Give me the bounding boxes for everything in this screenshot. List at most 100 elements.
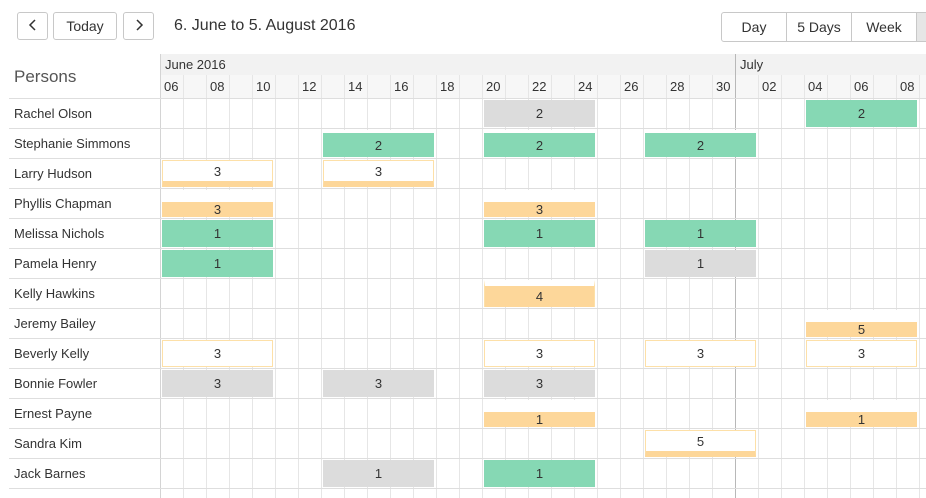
row-divider xyxy=(9,278,926,279)
day-gridline xyxy=(390,75,391,498)
booking-bar[interactable]: 3 xyxy=(162,340,273,367)
previous-period-button[interactable] xyxy=(17,12,48,40)
booking-count: 1 xyxy=(374,466,383,481)
day-gridline xyxy=(873,75,874,498)
booking-count: 3 xyxy=(213,163,222,179)
booking-bar[interactable]: 1 xyxy=(162,250,273,277)
day-gridline xyxy=(275,75,276,498)
row-divider xyxy=(9,458,926,459)
booking-count: 3 xyxy=(213,376,222,391)
view-month-button[interactable] xyxy=(916,12,926,42)
row-divider xyxy=(9,428,926,429)
person-name: Phyllis Chapman xyxy=(14,196,112,211)
day-gridline xyxy=(689,75,690,498)
person-name: Beverly Kelly xyxy=(14,346,90,361)
booking-bar[interactable]: 3 xyxy=(162,370,273,397)
booking-bar[interactable]: 2 xyxy=(645,130,756,157)
booking-bar[interactable]: 2 xyxy=(484,100,595,127)
day-gridline xyxy=(459,75,460,498)
booking-bar[interactable]: 3 xyxy=(645,340,756,367)
booking-count: 1 xyxy=(535,412,544,427)
booking-count: 1 xyxy=(857,412,866,427)
person-name: Melissa Nichols xyxy=(14,226,105,241)
row-divider xyxy=(9,368,926,369)
row-divider xyxy=(9,188,926,189)
day-label: 24 xyxy=(578,79,593,94)
day-label: 16 xyxy=(394,79,409,94)
booking-count: 5 xyxy=(857,322,866,337)
booking-count: 3 xyxy=(213,202,222,217)
booking-bar[interactable]: 2 xyxy=(484,130,595,157)
day-gridline xyxy=(666,75,667,498)
booking-bar[interactable]: 3 xyxy=(162,160,273,187)
booking-count: 2 xyxy=(696,137,705,153)
booking-bar[interactable]: 4 xyxy=(484,280,595,307)
booking-count: 3 xyxy=(535,346,544,361)
booking-count: 3 xyxy=(374,376,383,391)
booking-bar[interactable]: 3 xyxy=(484,190,595,217)
booking-count: 1 xyxy=(535,466,544,481)
row-divider xyxy=(9,338,926,339)
day-label: 06 xyxy=(164,79,179,94)
day-gridline xyxy=(344,75,345,498)
day-label: 04 xyxy=(808,79,823,94)
booking-count: 1 xyxy=(213,226,222,241)
day-label: 14 xyxy=(348,79,363,94)
booking-count: 2 xyxy=(535,106,544,121)
day-label: 30 xyxy=(716,79,731,94)
booking-bar[interactable]: 1 xyxy=(484,220,595,247)
booking-bar[interactable]: 5 xyxy=(645,430,756,457)
person-name: Rachel Olson xyxy=(14,106,93,121)
day-gridline xyxy=(896,75,897,498)
booking-bar[interactable]: 1 xyxy=(162,220,273,247)
persons-column-divider xyxy=(160,54,161,498)
booking-count: 1 xyxy=(213,256,222,271)
booking-bar[interactable]: 3 xyxy=(806,340,917,367)
row-divider xyxy=(9,248,926,249)
booking-bar[interactable]: 1 xyxy=(645,220,756,247)
day-label: 28 xyxy=(670,79,685,94)
booking-bar[interactable]: 5 xyxy=(806,310,917,337)
booking-bar[interactable]: 2 xyxy=(806,100,917,127)
booking-count: 5 xyxy=(696,433,705,449)
row-divider xyxy=(9,128,926,129)
day-gridline xyxy=(919,75,920,498)
booking-count: 3 xyxy=(374,163,383,179)
booking-bar[interactable]: 1 xyxy=(645,250,756,277)
view-week-button[interactable]: Week xyxy=(851,12,917,42)
day-gridline xyxy=(206,75,207,498)
header-bottom-line xyxy=(9,98,926,99)
booking-bar[interactable]: 3 xyxy=(484,370,595,397)
booking-bar[interactable]: 1 xyxy=(806,400,917,427)
booking-bar[interactable]: 3 xyxy=(323,370,434,397)
booking-count: 3 xyxy=(857,346,866,361)
day-label: 02 xyxy=(762,79,777,94)
day-label: 20 xyxy=(486,79,501,94)
date-range-title: 6. June to 5. August 2016 xyxy=(174,17,356,34)
booking-bar[interactable]: 1 xyxy=(484,400,595,427)
person-name: Larry Hudson xyxy=(14,166,93,181)
booking-count: 1 xyxy=(696,226,705,241)
booking-count: 1 xyxy=(696,256,705,271)
day-label: 08 xyxy=(210,79,225,94)
booking-bar[interactable]: 3 xyxy=(484,340,595,367)
booking-count: 2 xyxy=(857,106,866,121)
next-period-button[interactable] xyxy=(123,12,154,40)
day-gridline xyxy=(413,75,414,498)
row-divider xyxy=(9,308,926,309)
booking-bar[interactable]: 2 xyxy=(323,130,434,157)
booking-bar[interactable]: 3 xyxy=(323,160,434,187)
view-day-button[interactable]: Day xyxy=(721,12,787,42)
today-button[interactable]: Today xyxy=(53,12,117,40)
view-5-days-button[interactable]: 5 Days xyxy=(786,12,852,42)
booking-bar[interactable]: 1 xyxy=(323,460,434,487)
booking-bar[interactable]: 1 xyxy=(484,460,595,487)
day-gridline xyxy=(827,75,828,498)
day-label: 08 xyxy=(900,79,915,94)
persons-column-header: Persons xyxy=(14,67,77,86)
day-gridline xyxy=(620,75,621,498)
booking-bar[interactable]: 3 xyxy=(162,190,273,217)
person-name: Kelly Hawkins xyxy=(14,286,95,301)
day-gridline xyxy=(643,75,644,498)
day-label: 06 xyxy=(854,79,869,94)
